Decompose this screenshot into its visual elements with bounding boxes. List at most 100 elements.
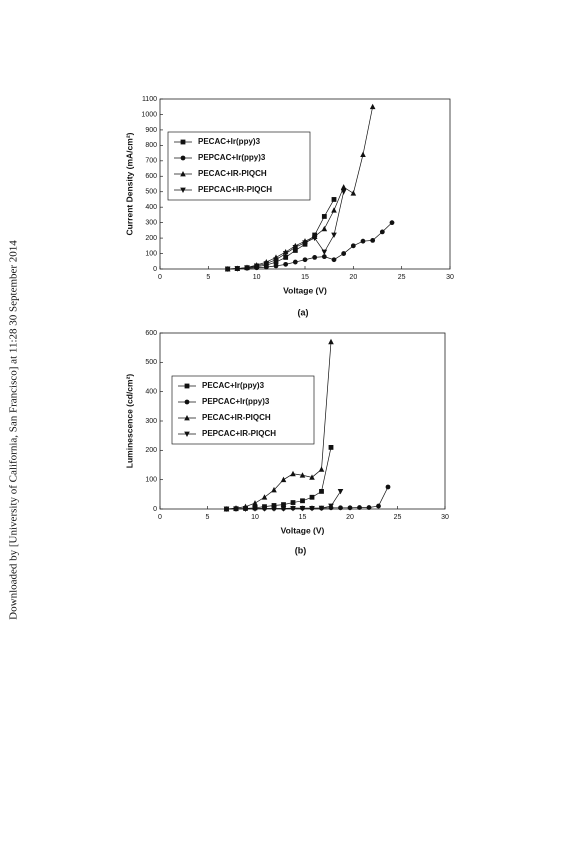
y-tick-label: 600 xyxy=(145,173,157,180)
y-tick-label: 1000 xyxy=(141,111,157,118)
marker xyxy=(311,235,318,242)
legend-box xyxy=(167,131,311,201)
marker xyxy=(271,506,277,512)
marker xyxy=(370,238,376,243)
marker xyxy=(340,184,347,190)
marker xyxy=(321,225,328,232)
marker xyxy=(282,251,289,257)
marker xyxy=(234,266,241,272)
legend-marker xyxy=(180,171,186,177)
marker xyxy=(223,506,230,512)
marker xyxy=(302,257,308,263)
legend-label: PECAC+Ir(ppy)3 xyxy=(198,137,261,146)
marker xyxy=(273,263,279,269)
marker xyxy=(273,257,279,263)
x-tick-label: 10 xyxy=(251,514,259,521)
marker xyxy=(309,494,315,500)
y-tick-label: 500 xyxy=(145,189,157,196)
x-tick-label: 10 xyxy=(253,274,261,281)
marker xyxy=(300,498,305,504)
marker xyxy=(271,503,277,508)
marker xyxy=(263,264,269,270)
legend-box xyxy=(171,375,315,445)
legend-label: PEPCAC+Ir(ppy)3 xyxy=(202,397,270,406)
series-line xyxy=(226,447,332,510)
legend-marker xyxy=(180,139,186,145)
y-axis-label: Luminescence (cd/cm²) xyxy=(124,374,134,469)
marker xyxy=(338,505,343,511)
download-note: Downloaded by [University of California,… xyxy=(8,240,20,620)
y-tick-label: 0 xyxy=(153,506,157,513)
marker xyxy=(331,257,337,263)
series-line xyxy=(226,486,389,510)
marker xyxy=(299,506,306,512)
marker xyxy=(309,506,315,512)
marker xyxy=(369,103,376,110)
marker xyxy=(321,254,327,260)
marker xyxy=(331,232,337,238)
marker xyxy=(299,472,306,478)
series-line xyxy=(227,222,393,270)
marker xyxy=(290,500,296,505)
legend-label: PEPCAC+IR-PIQCH xyxy=(198,185,272,194)
y-tick-label: 400 xyxy=(145,389,157,396)
marker xyxy=(281,502,286,507)
y-tick-label: 1100 xyxy=(142,96,157,103)
marker xyxy=(350,190,357,196)
y-tick-label: 900 xyxy=(145,127,157,134)
y-tick-label: 300 xyxy=(145,219,157,226)
y-tick-label: 100 xyxy=(145,477,157,484)
x-tick-label: 5 xyxy=(206,274,210,281)
y-axis-label: Current Density (mA/cm²) xyxy=(124,132,134,235)
marker xyxy=(242,506,249,512)
marker xyxy=(318,466,325,472)
y-tick-label: 300 xyxy=(145,418,157,425)
marker xyxy=(280,476,287,483)
marker xyxy=(360,238,366,244)
marker xyxy=(292,259,298,265)
marker xyxy=(340,189,347,195)
x-tick-label: 0 xyxy=(158,514,162,521)
marker xyxy=(224,266,231,272)
legend-label: PECAC+Ir(ppy)3 xyxy=(202,381,265,390)
marker xyxy=(331,207,337,213)
marker xyxy=(321,249,328,255)
marker xyxy=(283,255,289,260)
x-tick-label: 15 xyxy=(299,514,307,521)
series-line xyxy=(227,106,374,270)
legend-label: PECAC+IR-PIQCH xyxy=(202,413,271,422)
legend-marker xyxy=(184,399,190,405)
caption: (a) xyxy=(298,307,309,317)
marker xyxy=(233,506,239,512)
marker xyxy=(292,248,298,253)
legend-label: PEPCAC+IR-PIQCH xyxy=(202,429,276,438)
marker xyxy=(302,240,308,246)
y-tick-label: 600 xyxy=(145,330,157,337)
legend-marker xyxy=(184,431,190,437)
x-axis-label: Voltage (V) xyxy=(283,285,327,295)
legend-label: PECAC+IR-PIQCH xyxy=(198,169,267,178)
y-tick-label: 800 xyxy=(145,142,157,149)
marker xyxy=(360,151,366,158)
x-tick-label: 20 xyxy=(349,274,357,281)
marker xyxy=(328,503,334,510)
marker xyxy=(244,265,250,271)
marker xyxy=(331,197,337,202)
marker xyxy=(261,494,268,500)
legend-marker xyxy=(184,415,190,421)
marker xyxy=(253,263,260,269)
marker xyxy=(376,503,381,509)
legend-marker xyxy=(184,383,190,389)
y-tick-label: 400 xyxy=(145,204,157,211)
marker xyxy=(290,470,296,477)
x-tick-label: 25 xyxy=(398,274,406,281)
marker xyxy=(337,489,344,495)
marker xyxy=(309,474,315,480)
marker xyxy=(252,506,258,512)
x-tick-label: 0 xyxy=(158,274,162,281)
marker xyxy=(290,506,296,512)
marker xyxy=(379,229,385,235)
marker xyxy=(347,505,353,511)
marker xyxy=(252,500,258,506)
